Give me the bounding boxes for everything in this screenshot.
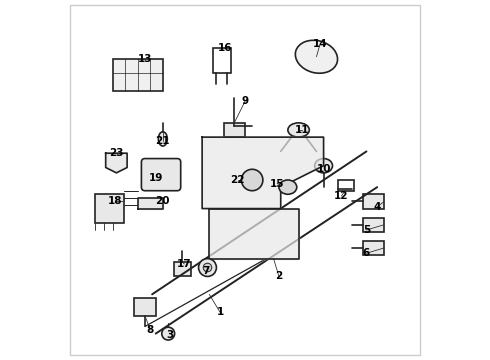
Bar — [338, 180, 354, 191]
Bar — [95, 194, 123, 223]
Text: 10: 10 — [317, 164, 331, 174]
Circle shape — [162, 327, 174, 340]
Text: 20: 20 — [156, 197, 170, 206]
Text: 19: 19 — [148, 173, 163, 183]
Ellipse shape — [315, 158, 333, 173]
Text: 15: 15 — [270, 179, 284, 189]
Circle shape — [203, 263, 212, 272]
Text: 4: 4 — [373, 202, 381, 212]
Text: 23: 23 — [109, 148, 123, 158]
Ellipse shape — [158, 132, 167, 146]
Ellipse shape — [295, 40, 338, 73]
Text: 21: 21 — [156, 136, 170, 146]
Ellipse shape — [279, 180, 297, 194]
Text: 7: 7 — [202, 266, 209, 276]
Text: 14: 14 — [313, 39, 327, 49]
Text: 11: 11 — [295, 125, 309, 135]
Text: 1: 1 — [217, 307, 223, 317]
Text: 5: 5 — [363, 225, 370, 235]
Ellipse shape — [242, 169, 263, 191]
Bar — [363, 217, 384, 232]
Polygon shape — [106, 153, 127, 173]
Text: 9: 9 — [242, 96, 248, 107]
Text: 22: 22 — [231, 175, 245, 185]
Bar — [223, 123, 245, 137]
Ellipse shape — [288, 123, 309, 137]
Bar — [213, 48, 231, 73]
Text: 17: 17 — [177, 259, 192, 269]
Text: 6: 6 — [363, 248, 370, 258]
Text: 8: 8 — [147, 325, 154, 335]
Polygon shape — [202, 137, 323, 208]
FancyBboxPatch shape — [142, 158, 181, 191]
Text: 16: 16 — [218, 43, 233, 53]
Bar — [173, 262, 192, 276]
Circle shape — [198, 258, 217, 276]
Polygon shape — [138, 198, 163, 208]
Text: 13: 13 — [138, 54, 152, 64]
Bar — [113, 59, 163, 91]
Text: 12: 12 — [334, 191, 349, 201]
Text: 2: 2 — [275, 271, 283, 282]
Bar — [134, 298, 156, 316]
Text: 18: 18 — [107, 197, 122, 206]
Polygon shape — [209, 208, 298, 258]
Bar — [363, 241, 384, 255]
Bar — [363, 194, 384, 208]
Text: 3: 3 — [167, 330, 173, 341]
